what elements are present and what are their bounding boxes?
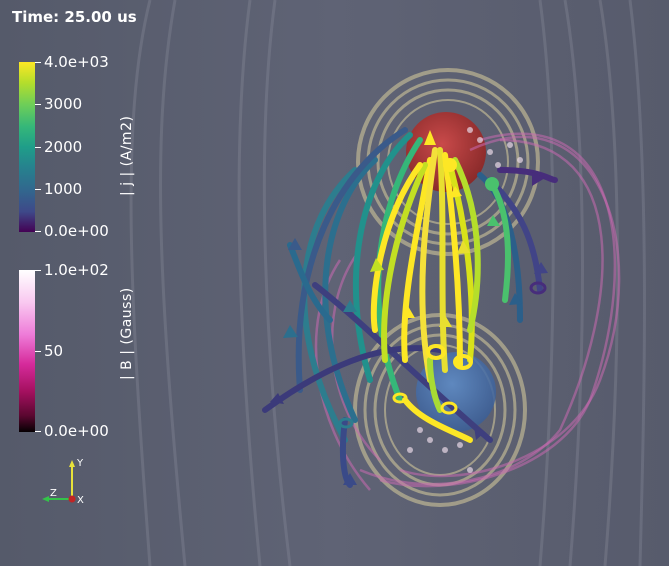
colorbar-tick-label: 3000: [44, 95, 83, 113]
current-density-colorbar: [19, 62, 35, 232]
axis-z-label: Z: [50, 488, 57, 499]
current-density-colorbar-title: | j | (A/m2): [119, 115, 135, 196]
colorbar-tick: [35, 431, 41, 432]
colorbar-tick: [35, 104, 41, 105]
streamline-arrows: [270, 130, 548, 485]
colorbar-tick-label: 0.0e+00: [44, 222, 109, 240]
colorbar-tick-label: 50: [44, 342, 64, 360]
colorbar-tick: [35, 62, 41, 63]
background-field-lines: [129, 0, 646, 566]
axis-x-label: X: [77, 495, 84, 506]
colorbar-tick: [35, 351, 41, 352]
colorbar-tick: [35, 270, 41, 271]
streamline-end-caps: [338, 158, 547, 429]
colorbar-tick-label: 0.0e+00: [44, 422, 109, 440]
cathode-sphere: [416, 352, 496, 432]
magnetic-field-colorbar-title: | B | (Gauss): [119, 287, 135, 380]
colorbar-tick-label: 2000: [44, 138, 83, 156]
colorbar-tick-label: 4.0e+03: [44, 53, 109, 71]
colorbar-tick: [35, 189, 41, 190]
magnetic-field-colorbar: [19, 270, 35, 432]
axes-triad-icon: Y Z X: [42, 458, 84, 506]
axis-y-label: Y: [76, 458, 84, 469]
colorbar-tick: [35, 231, 41, 232]
colorbar-tick: [35, 147, 41, 148]
current-streamlines: [262, 127, 558, 488]
colorbar-tick-label: 1.0e+02: [44, 261, 109, 279]
field-glyphs: [407, 127, 523, 473]
time-label: Time: 25.00 us: [12, 8, 137, 26]
colorbar-tick-label: 1000: [44, 180, 83, 198]
